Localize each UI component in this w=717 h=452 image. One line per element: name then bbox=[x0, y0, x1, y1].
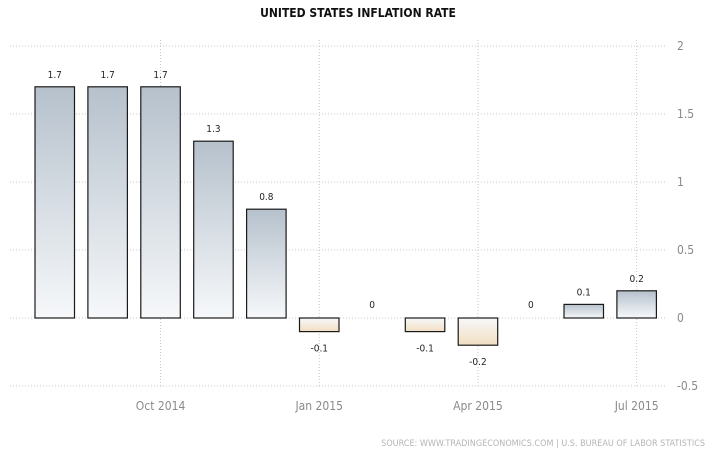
data-label: 0.1 bbox=[577, 287, 591, 298]
data-label: 1.7 bbox=[48, 70, 62, 81]
data-label: -0.2 bbox=[469, 357, 487, 368]
x-tick-label: Oct 2014 bbox=[136, 399, 186, 413]
x-axis: Oct 2014 Jan 2015 Apr 2015 Jul 2015 bbox=[136, 399, 659, 413]
y-tick-label: 2 bbox=[677, 39, 684, 53]
y-tick-label: 1.5 bbox=[677, 107, 694, 121]
y-tick-label: 0.5 bbox=[677, 243, 694, 257]
data-label: 0.2 bbox=[629, 274, 643, 285]
y-tick-label: 1 bbox=[677, 175, 684, 189]
bar bbox=[246, 208, 287, 319]
x-tick-label: Apr 2015 bbox=[453, 399, 503, 413]
bar bbox=[140, 86, 181, 319]
x-tick-label: Jan 2015 bbox=[294, 399, 343, 413]
data-label: -0.1 bbox=[416, 344, 434, 355]
bar bbox=[193, 140, 234, 319]
data-label: -0.1 bbox=[310, 344, 328, 355]
bar bbox=[616, 290, 658, 319]
bar bbox=[404, 317, 446, 333]
bars bbox=[34, 86, 658, 346]
data-label: 0 bbox=[369, 300, 375, 311]
data-labels: 1.7 1.7 1.7 1.3 0.8 -0.1 0 -0.1 -0.2 0 0.1 0.2 bbox=[48, 70, 644, 368]
data-label: 1.3 bbox=[206, 124, 220, 135]
bar bbox=[563, 303, 605, 319]
source-note: SOURCE: WWW.TRADINGECONOMICS.COM | U.S. … bbox=[381, 439, 705, 449]
chart-title: UNITED STATES INFLATION RATE bbox=[260, 6, 456, 20]
y-tick-label: -0.5 bbox=[677, 379, 698, 393]
bar bbox=[87, 86, 129, 319]
data-label: 0.8 bbox=[259, 192, 274, 203]
data-label: 1.7 bbox=[100, 70, 114, 81]
data-label: 1.7 bbox=[153, 70, 167, 81]
data-label: 0 bbox=[528, 300, 534, 311]
bar bbox=[457, 317, 499, 346]
x-tick-label: Jul 2015 bbox=[614, 399, 659, 413]
y-axis: 2 1.5 1 0.5 0 -0.5 bbox=[677, 39, 698, 393]
bar bbox=[298, 317, 340, 333]
bar bbox=[34, 86, 76, 319]
y-tick-label: 0 bbox=[677, 311, 684, 325]
